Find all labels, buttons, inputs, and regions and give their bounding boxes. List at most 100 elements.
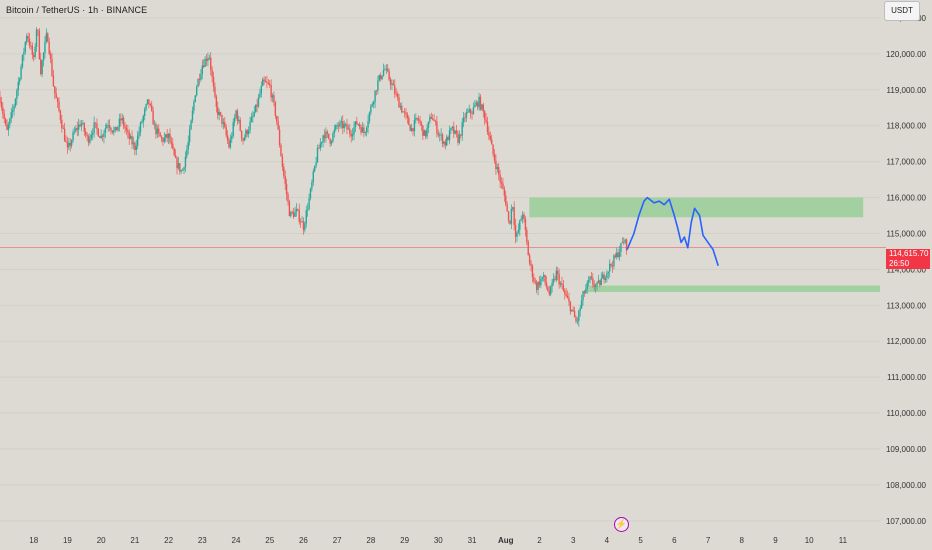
candle-body — [23, 51, 25, 55]
candle-body — [412, 128, 414, 132]
candle-body — [329, 138, 331, 144]
candle-body — [104, 128, 107, 133]
candle-body — [55, 93, 57, 99]
candle-body — [93, 122, 95, 134]
candle-body — [31, 45, 34, 55]
chart-title: Bitcoin / TetherUS · 1h · BINANCE — [6, 5, 148, 15]
lightning-icon[interactable]: ⚡ — [614, 517, 629, 532]
candle-body — [526, 230, 528, 242]
x-tick-label: 24 — [232, 536, 241, 545]
candle-body — [322, 135, 324, 142]
candle-body — [218, 111, 220, 116]
candle-body — [623, 242, 625, 243]
candle-body — [353, 127, 355, 135]
candle-body — [231, 136, 233, 140]
candle-body — [423, 130, 425, 136]
candle-body — [483, 111, 486, 120]
candle-body — [384, 69, 386, 71]
candle-body — [253, 112, 255, 116]
candle-body — [106, 125, 108, 129]
candle-body — [488, 132, 490, 136]
y-tick-label: 109,000.00 — [886, 445, 927, 454]
candle-body — [136, 135, 139, 146]
candle-body — [278, 129, 281, 146]
candle-body — [524, 218, 527, 231]
candle-body — [158, 128, 160, 133]
candle-body — [233, 117, 236, 123]
candle-body — [198, 79, 201, 80]
candle-body — [430, 116, 432, 119]
currency-button[interactable]: USDT — [884, 1, 920, 21]
y-tick-label: 110,000.00 — [887, 409, 927, 418]
candle-body — [83, 123, 85, 132]
candle-body — [215, 96, 218, 107]
candle-body — [514, 225, 517, 237]
candle-body — [474, 105, 476, 108]
candle-body — [124, 125, 126, 129]
candle-body — [621, 242, 624, 244]
candle-body — [63, 128, 66, 142]
candle-body — [299, 221, 302, 223]
candle-body — [342, 121, 344, 129]
candle-body — [475, 102, 477, 106]
candle-body — [58, 101, 60, 111]
candle-body — [486, 122, 489, 133]
candle-body — [387, 68, 389, 72]
candle-body — [152, 110, 154, 125]
y-tick-label: 120,000.00 — [886, 50, 927, 59]
candle-body — [336, 125, 338, 127]
candle-body — [169, 133, 171, 142]
y-tick-label: 108,000.00 — [886, 481, 927, 490]
candle-body — [372, 101, 375, 105]
candle-body — [576, 320, 579, 322]
candle-body — [51, 58, 53, 76]
y-tick-label: 115,000.00 — [887, 229, 927, 238]
candle-body — [290, 211, 292, 217]
candle-body — [252, 115, 254, 118]
y-tick-label: 113,000.00 — [887, 301, 927, 310]
candle-body — [0, 101, 3, 108]
candle-body — [214, 86, 216, 97]
candle-body — [27, 35, 29, 39]
candle-body — [533, 277, 535, 282]
candle-body — [246, 130, 248, 135]
candle-body — [111, 130, 114, 133]
candle-body — [16, 90, 18, 99]
candle-body — [287, 194, 289, 202]
candle-body — [249, 121, 251, 131]
candle-body — [97, 128, 100, 137]
candle-body — [490, 139, 493, 145]
candle-body — [312, 171, 314, 183]
candle-body — [485, 119, 487, 123]
candle-body — [323, 135, 326, 139]
candle-body — [479, 96, 482, 110]
candle-body — [28, 38, 31, 46]
candle-body — [163, 137, 166, 142]
candle-body — [326, 131, 329, 134]
x-tick-label: 27 — [333, 536, 342, 545]
candle-body — [135, 145, 137, 151]
candle-body — [458, 134, 461, 143]
candle-body — [35, 29, 38, 47]
candle-body — [597, 280, 600, 283]
y-tick-label: 112,000.00 — [887, 337, 927, 346]
candle-body — [330, 141, 333, 144]
zones — [529, 197, 880, 293]
candle-body — [160, 136, 163, 139]
candle-body — [562, 285, 565, 291]
candle-body — [70, 140, 73, 146]
candle-body — [99, 136, 101, 138]
candle-body — [318, 148, 320, 149]
candle-body — [422, 125, 424, 136]
candle-body — [340, 121, 343, 123]
candle-body — [205, 58, 208, 61]
candle-body — [20, 66, 22, 79]
candle-body — [201, 65, 203, 75]
candle-body — [478, 96, 480, 107]
candle-body — [464, 117, 466, 119]
candle-body — [551, 282, 553, 287]
candle-body — [37, 29, 39, 31]
candle-body — [47, 33, 49, 42]
